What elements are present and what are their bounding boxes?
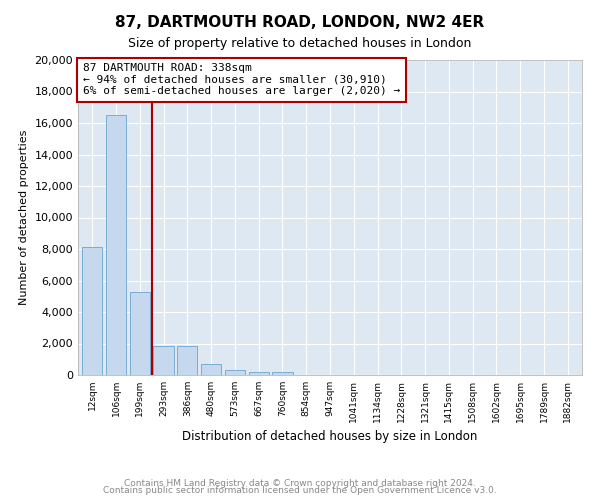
Bar [82, 248, 103, 375]
Text: Contains HM Land Registry data © Crown copyright and database right 2024.: Contains HM Land Registry data © Crown c… [124, 478, 476, 488]
Bar [272, 372, 293, 375]
Bar [130, 292, 150, 375]
Bar [154, 346, 173, 375]
Text: Contains public sector information licensed under the Open Government Licence v3: Contains public sector information licen… [103, 486, 497, 495]
Text: Size of property relative to detached houses in London: Size of property relative to detached ho… [128, 38, 472, 51]
Text: 87 DARTMOUTH ROAD: 338sqm
← 94% of detached houses are smaller (30,910)
6% of se: 87 DARTMOUTH ROAD: 338sqm ← 94% of detac… [83, 63, 400, 96]
Y-axis label: Number of detached properties: Number of detached properties [19, 130, 29, 305]
Bar [106, 115, 126, 375]
Bar [225, 370, 245, 375]
X-axis label: Distribution of detached houses by size in London: Distribution of detached houses by size … [182, 430, 478, 444]
Bar [177, 346, 197, 375]
Bar [248, 372, 269, 375]
Bar [201, 364, 221, 375]
Text: 87, DARTMOUTH ROAD, LONDON, NW2 4ER: 87, DARTMOUTH ROAD, LONDON, NW2 4ER [115, 15, 485, 30]
